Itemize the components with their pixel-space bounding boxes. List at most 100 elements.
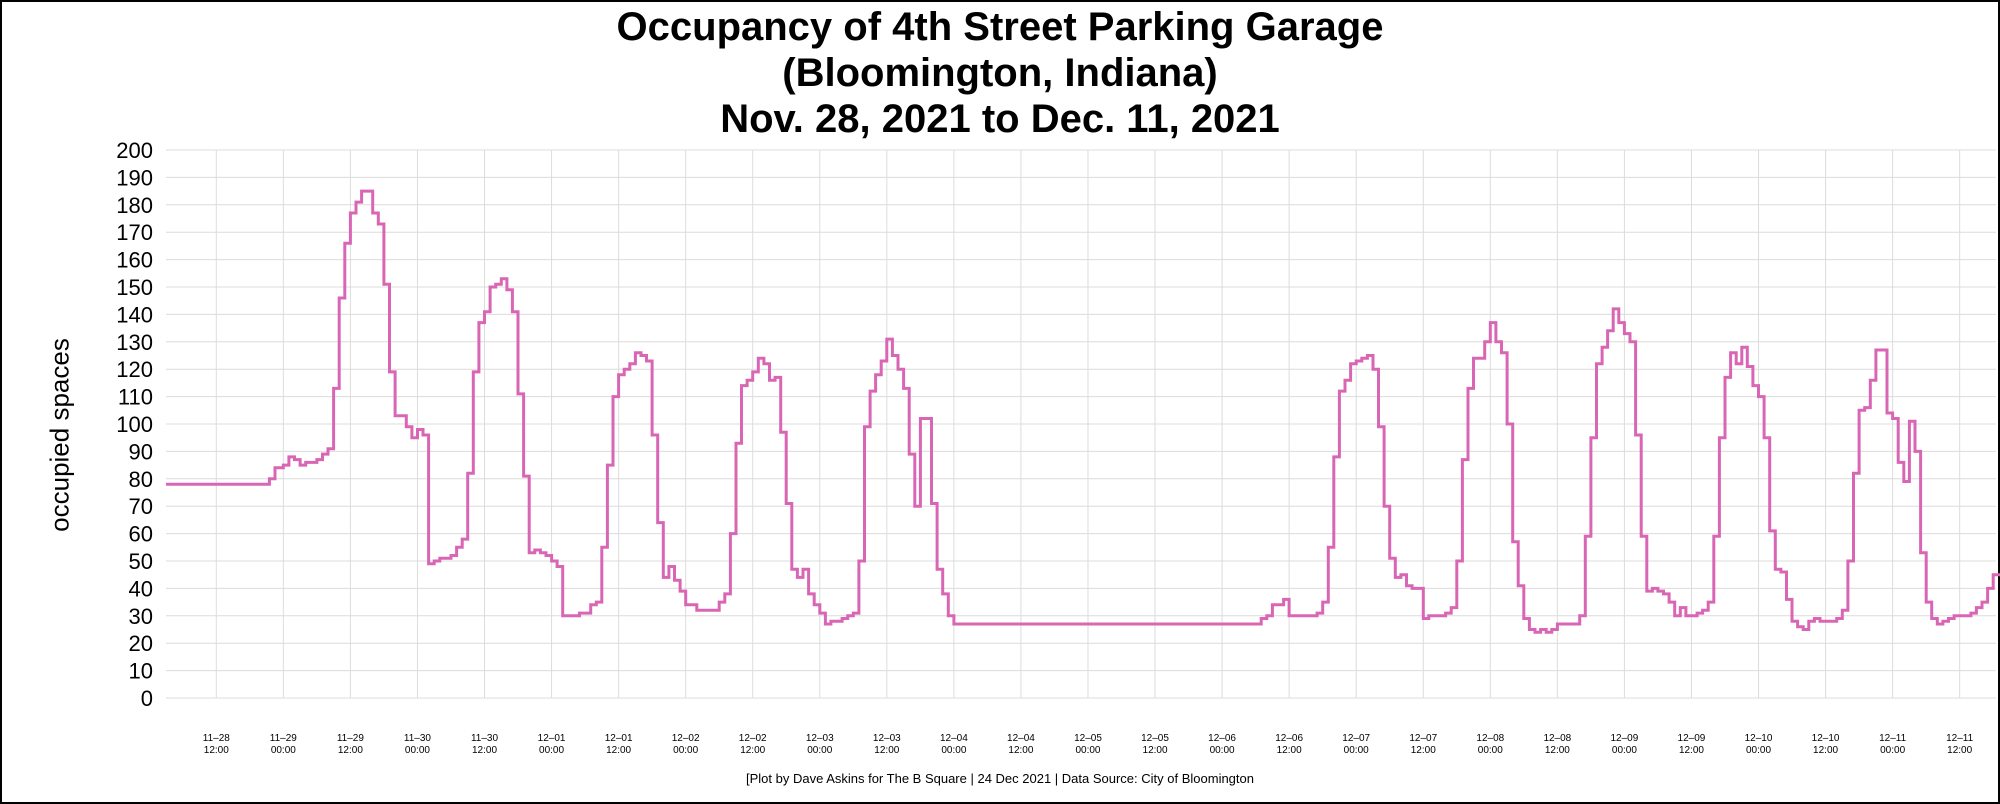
x-tick-time: 00:00 — [405, 745, 430, 756]
x-tick-time: 00:00 — [539, 745, 564, 756]
x-tick-time: 12:00 — [472, 745, 497, 756]
y-tick-label: 90 — [129, 439, 153, 464]
grid — [166, 149, 1996, 699]
series-line-occupied-spaces — [166, 189, 2000, 634]
x-axis-ticks: 11–2812:0011–2900:0011–2912:0011–3000:00… — [203, 733, 1974, 756]
x-tick-date: 12–11 — [1879, 733, 1907, 744]
y-tick-label: 10 — [129, 659, 153, 684]
y-tick-label: 20 — [129, 631, 153, 656]
x-tick-date: 12–06 — [1208, 733, 1236, 744]
x-tick-time: 12:00 — [1545, 745, 1570, 756]
chart-title-line-2: (Bloomington, Indiana) — [782, 51, 1218, 95]
x-tick-time: 12:00 — [1411, 745, 1436, 756]
y-tick-label: 130 — [116, 330, 153, 355]
y-tick-label: 110 — [118, 385, 153, 410]
x-tick-time: 12:00 — [338, 745, 363, 756]
x-tick-date: 12–02 — [739, 733, 767, 744]
x-tick-time: 00:00 — [941, 745, 966, 756]
y-tick-label: 120 — [116, 357, 153, 382]
x-tick-date: 11–29 — [270, 733, 298, 744]
y-tick-label: 180 — [116, 193, 153, 218]
x-tick-date: 11–29 — [337, 733, 365, 744]
x-tick-date: 12–09 — [1611, 733, 1639, 744]
y-tick-label: 160 — [116, 248, 153, 273]
x-tick-time: 12:00 — [874, 745, 899, 756]
x-tick-time: 00:00 — [807, 745, 832, 756]
x-tick-date: 12–03 — [806, 733, 834, 744]
y-tick-label: 40 — [129, 576, 153, 601]
x-tick-date: 12–06 — [1275, 733, 1303, 744]
x-tick-time: 12:00 — [1008, 745, 1033, 756]
x-tick-time: 12:00 — [1143, 745, 1168, 756]
y-tick-label: 150 — [116, 275, 153, 300]
x-tick-time: 12:00 — [1813, 745, 1838, 756]
x-tick-date: 12–08 — [1476, 733, 1504, 744]
x-tick-date: 12–07 — [1409, 733, 1437, 744]
footer-credit: [Plot by Dave Askins for The B Square | … — [745, 771, 1254, 786]
x-tick-date: 12–01 — [538, 733, 566, 744]
y-tick-label: 70 — [129, 494, 153, 519]
x-tick-time: 12:00 — [204, 745, 229, 756]
x-tick-time: 00:00 — [1478, 745, 1503, 756]
x-tick-date: 12–10 — [1812, 733, 1840, 744]
x-tick-time: 12:00 — [1947, 745, 1972, 756]
x-tick-date: 12–02 — [672, 733, 700, 744]
y-tick-label: 0 — [141, 686, 153, 711]
y-tick-label: 140 — [116, 302, 153, 327]
x-tick-time: 00:00 — [673, 745, 698, 756]
x-tick-time: 00:00 — [1344, 745, 1369, 756]
y-tick-label: 170 — [116, 220, 153, 245]
x-tick-date: 11–30 — [471, 733, 499, 744]
x-tick-time: 12:00 — [606, 745, 631, 756]
x-tick-date: 12–11 — [1946, 733, 1974, 744]
x-tick-date: 12–08 — [1543, 733, 1571, 744]
y-tick-label: 30 — [129, 604, 153, 629]
y-tick-label: 100 — [116, 412, 153, 437]
x-tick-time: 00:00 — [1210, 745, 1235, 756]
y-tick-label: 50 — [129, 549, 153, 574]
x-tick-time: 12:00 — [1277, 745, 1302, 756]
x-tick-date: 12–04 — [1007, 733, 1035, 744]
y-tick-label: 200 — [116, 138, 153, 163]
x-tick-date: 11–28 — [203, 733, 231, 744]
x-tick-time: 12:00 — [740, 745, 765, 756]
chart-title-line-3: Nov. 28, 2021 to Dec. 11, 2021 — [720, 97, 1280, 141]
x-tick-date: 12–09 — [1678, 733, 1706, 744]
y-tick-label: 190 — [116, 165, 153, 190]
x-tick-date: 12–05 — [1141, 733, 1169, 744]
x-tick-time: 00:00 — [1075, 745, 1100, 756]
y-axis-label: occupied spaces — [44, 338, 75, 532]
chart-title: Occupancy of 4th Street Parking Garage (… — [0, 4, 2000, 142]
x-tick-date: 12–04 — [940, 733, 968, 744]
x-tick-date: 12–01 — [605, 733, 633, 744]
x-tick-date: 12–10 — [1745, 733, 1773, 744]
x-tick-time: 12:00 — [1679, 745, 1704, 756]
x-tick-time: 00:00 — [1880, 745, 1905, 756]
